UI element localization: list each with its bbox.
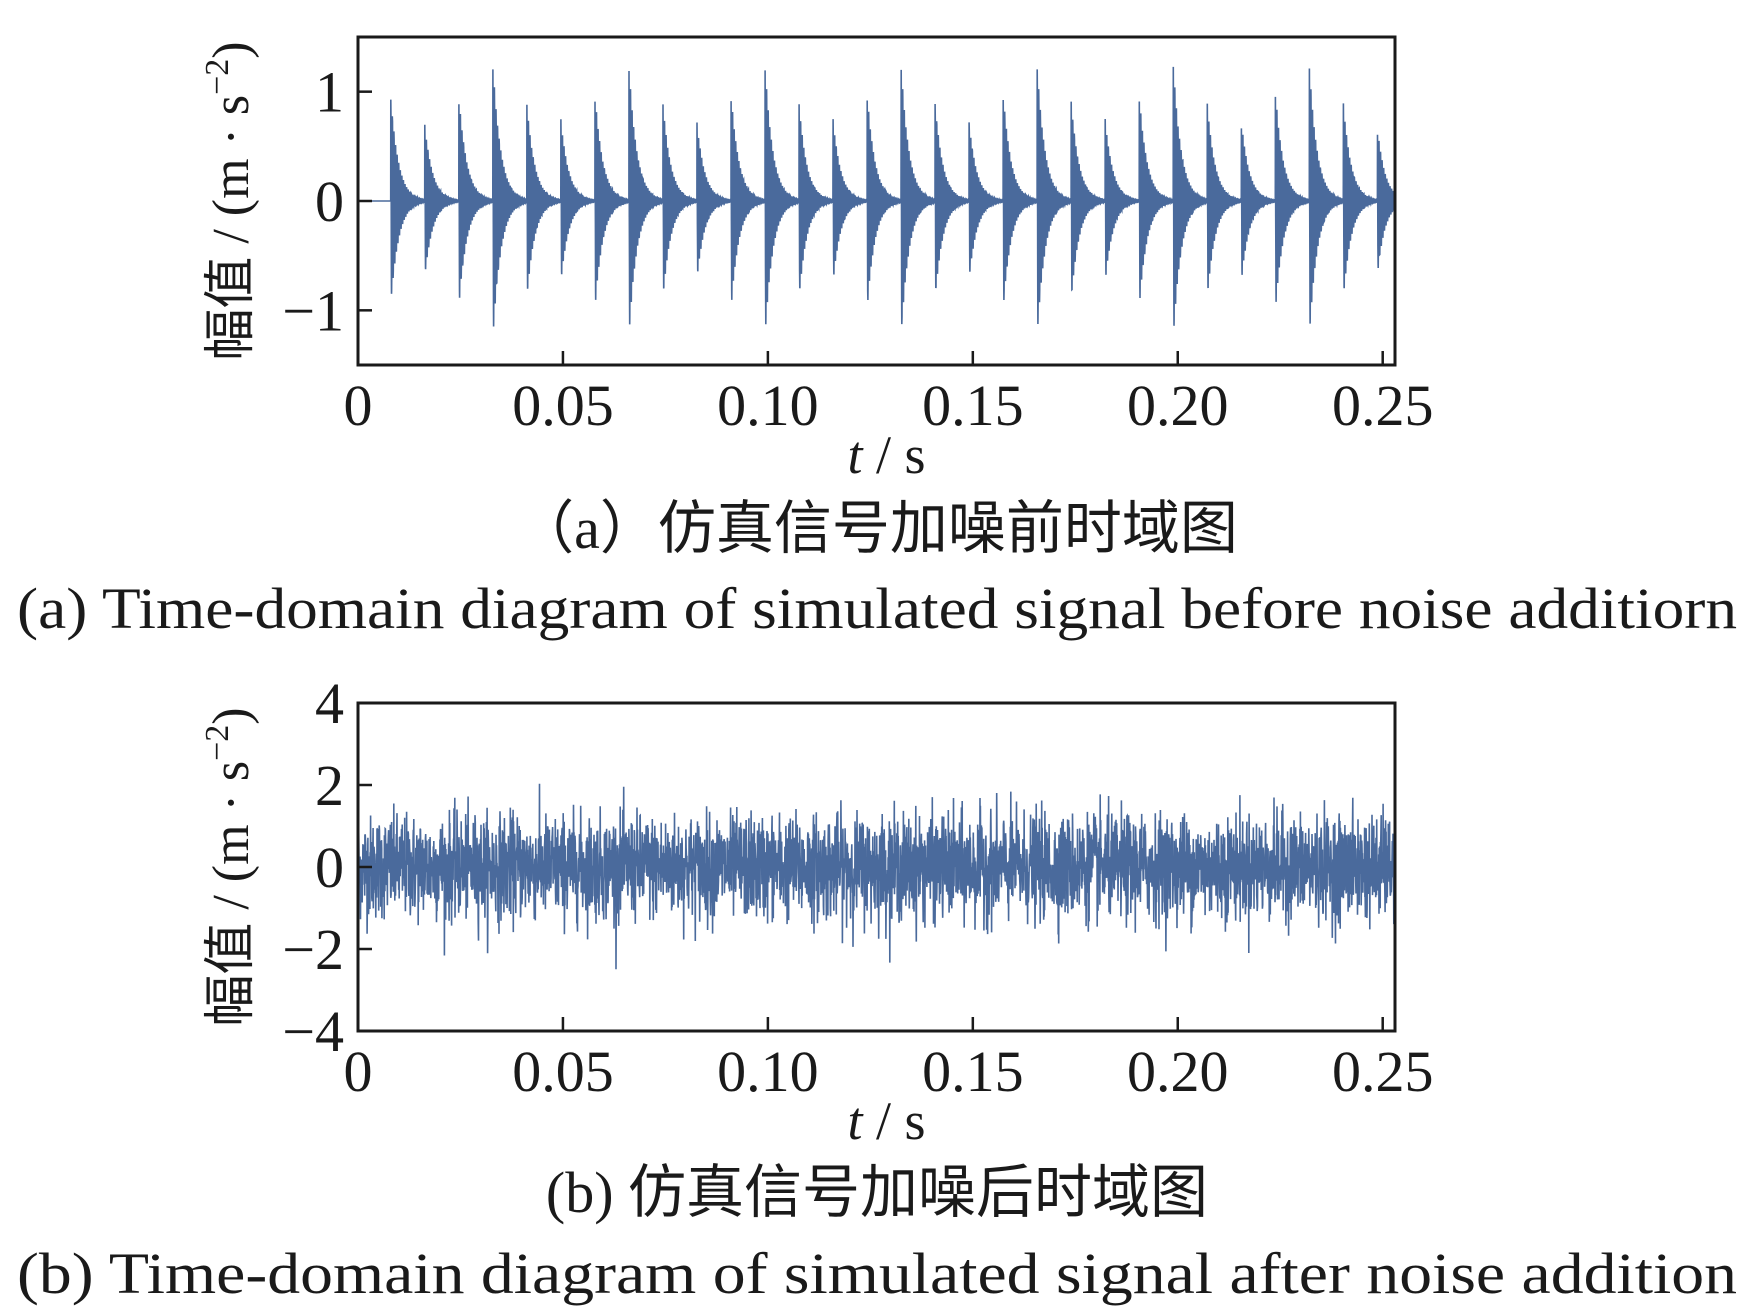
x-tick-label: 0.05 xyxy=(512,1039,614,1104)
x-tick-label: 0.10 xyxy=(717,1039,819,1104)
x-axis-unit: / s xyxy=(862,425,925,485)
y-axis-label-close: ) xyxy=(203,41,260,58)
y-tick-label: 0 xyxy=(315,835,344,900)
y-axis-label-text: 幅值 / (m · s xyxy=(203,95,260,361)
caption-cn: (b) 仿真信号加噪后时域图 xyxy=(546,1160,1208,1225)
x-tick-label: 0 xyxy=(344,373,373,438)
x-tick-label: 0.15 xyxy=(922,1039,1024,1104)
y-axis-label-sup: −2 xyxy=(199,725,236,761)
y-axis-label-sup: −2 xyxy=(199,59,236,95)
x-tick-label: 0.15 xyxy=(922,373,1024,438)
caption-en: (a) Time-domain diagram of simulated sig… xyxy=(17,576,1737,641)
y-tick-label: −4 xyxy=(282,999,344,1064)
y-tick-label: 0 xyxy=(315,169,344,234)
x-tick-label: 0.20 xyxy=(1127,1039,1229,1104)
x-tick-label: 0 xyxy=(344,1039,373,1104)
y-tick-label: −1 xyxy=(282,278,344,343)
y-axis-label: 幅值 / (m · s−2) xyxy=(199,707,260,1026)
y-tick-label: 1 xyxy=(315,60,344,125)
series-line xyxy=(358,66,1395,327)
x-axis-label: t / s xyxy=(847,1091,925,1151)
x-axis-var: t xyxy=(847,1091,864,1151)
y-axis-label-close: ) xyxy=(203,707,260,724)
x-tick-label: 0.20 xyxy=(1127,373,1229,438)
x-tick-label: 0.10 xyxy=(717,373,819,438)
y-tick-label: −2 xyxy=(282,917,344,982)
y-axis-label: 幅值 / (m · s−2) xyxy=(199,41,260,360)
y-axis-label-text: 幅值 / (m · s xyxy=(203,761,260,1027)
caption-cn: （a）仿真信号加噪前时域图 xyxy=(516,496,1238,561)
x-tick-label: 0.25 xyxy=(1332,1039,1434,1104)
x-axis-label: t / s xyxy=(847,425,925,485)
x-axis-unit: / s xyxy=(862,1091,925,1151)
y-tick-label: 4 xyxy=(315,671,344,736)
x-tick-label: 0.25 xyxy=(1332,373,1434,438)
x-tick-label: 0.05 xyxy=(512,373,614,438)
x-axis-var: t xyxy=(847,425,864,485)
caption-en: (b) Time-domain diagram of simulated sig… xyxy=(17,1241,1737,1306)
y-tick-label: 2 xyxy=(315,753,344,818)
series-line xyxy=(358,783,1395,970)
